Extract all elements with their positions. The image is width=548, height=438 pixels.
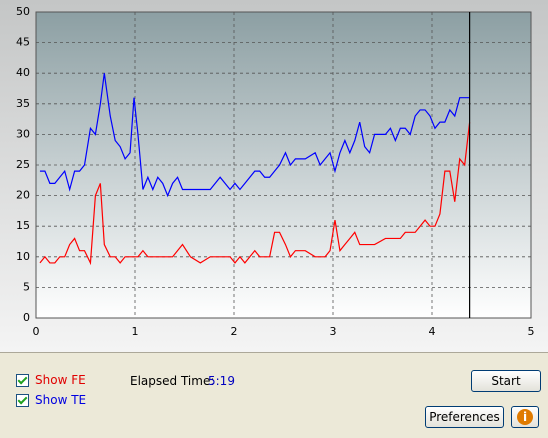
series-line bbox=[39, 122, 471, 266]
x-tick-label: 1 bbox=[132, 325, 139, 338]
y-tick-label: 30 bbox=[16, 127, 30, 140]
y-tick-label: 50 bbox=[16, 5, 30, 18]
y-tick-label: 20 bbox=[16, 189, 30, 202]
te-checkbox[interactable]: Show TE bbox=[16, 393, 86, 407]
x-tick-label: 4 bbox=[429, 325, 436, 338]
elapsed-label: Elapsed Time: bbox=[130, 374, 215, 388]
fe-checkbox[interactable]: Show FE bbox=[16, 373, 86, 387]
x-tick-label: 0 bbox=[33, 325, 40, 338]
y-tick-label: 40 bbox=[16, 66, 30, 79]
y-tick-label: 0 bbox=[23, 311, 30, 324]
te-label: Show TE bbox=[35, 393, 87, 407]
fe-label: Show FE bbox=[35, 373, 86, 387]
y-tick-label: 45 bbox=[16, 36, 30, 49]
start-button[interactable]: Start bbox=[471, 370, 541, 392]
info-button[interactable]: i bbox=[511, 406, 539, 428]
x-tick-label: 2 bbox=[231, 325, 238, 338]
y-tick-label: 5 bbox=[23, 280, 30, 293]
elapsed-value: 5:19 bbox=[208, 374, 235, 388]
x-tick-label: 5 bbox=[528, 325, 535, 338]
preferences-button[interactable]: Preferences bbox=[425, 406, 504, 428]
separator bbox=[0, 352, 548, 353]
y-tick-label: 10 bbox=[16, 250, 30, 263]
y-tick-label: 35 bbox=[16, 97, 30, 110]
y-tick-label: 25 bbox=[16, 158, 30, 171]
y-tick-label: 15 bbox=[16, 219, 30, 232]
series-line bbox=[39, 73, 470, 198]
x-tick-label: 3 bbox=[330, 325, 337, 338]
info-icon: i bbox=[517, 409, 533, 425]
